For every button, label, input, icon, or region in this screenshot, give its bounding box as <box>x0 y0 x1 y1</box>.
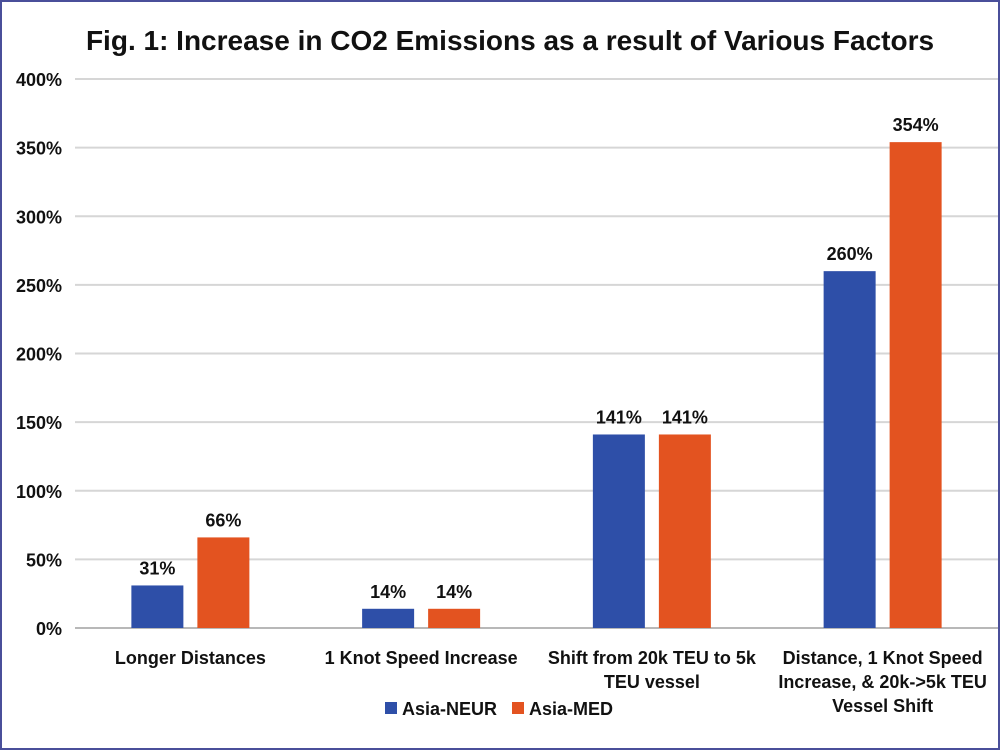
y-tick-label: 100% <box>16 482 62 502</box>
y-axis-ticks: 0% 50% 100% 150% 200% 250% 300% 350% 400% <box>16 70 62 639</box>
bar-asia-med <box>428 608 481 628</box>
legend-swatch <box>512 702 524 714</box>
category-label: 1 Knot Speed Increase <box>325 648 518 668</box>
y-tick-label: 300% <box>16 207 62 227</box>
category-label: Increase, & 20k->5k TEU <box>778 672 987 692</box>
data-label: 354% <box>893 115 939 135</box>
bar-asia-med <box>197 537 250 628</box>
x-axis-categories: Longer Distances 1 Knot Speed Increase Shi… <box>115 648 987 716</box>
data-label: 66% <box>205 510 241 530</box>
y-tick-label: 200% <box>16 345 62 365</box>
y-tick-label: 400% <box>16 70 62 90</box>
legend-label: Asia-MED <box>529 699 613 719</box>
category-label: Shift from 20k TEU to 5k <box>548 648 757 668</box>
category-label: Vessel Shift <box>832 696 933 716</box>
bars <box>131 142 942 628</box>
category-label: TEU vessel <box>604 672 700 692</box>
data-label: 14% <box>370 582 406 602</box>
bar-asia-neur <box>362 608 415 628</box>
data-labels: 31% 66% 14% 14% 141% 141% 260% 354% <box>139 115 938 602</box>
y-tick-label: 350% <box>16 139 62 159</box>
category-label: Longer Distances <box>115 648 266 668</box>
category-label: Distance, 1 Knot Speed <box>783 648 983 668</box>
y-tick-label: 250% <box>16 276 62 296</box>
legend: Asia-NEUR Asia-MED <box>385 699 613 719</box>
bar-asia-neur <box>131 585 184 628</box>
bar-asia-med <box>658 434 711 628</box>
legend-swatch <box>385 702 397 714</box>
y-tick-label: 50% <box>26 550 62 570</box>
legend-label: Asia-NEUR <box>402 699 497 719</box>
chart-title: Fig. 1: Increase in CO2 Emissions as a r… <box>86 25 934 56</box>
data-label: 14% <box>436 582 472 602</box>
bar-asia-med <box>889 142 942 628</box>
data-label: 31% <box>139 558 175 578</box>
bar-asia-neur <box>823 271 876 628</box>
y-tick-label: 0% <box>36 619 62 639</box>
data-label: 141% <box>596 407 642 427</box>
bar-asia-neur <box>592 434 645 628</box>
data-label: 260% <box>827 244 873 264</box>
y-tick-label: 150% <box>16 413 62 433</box>
data-label: 141% <box>662 407 708 427</box>
